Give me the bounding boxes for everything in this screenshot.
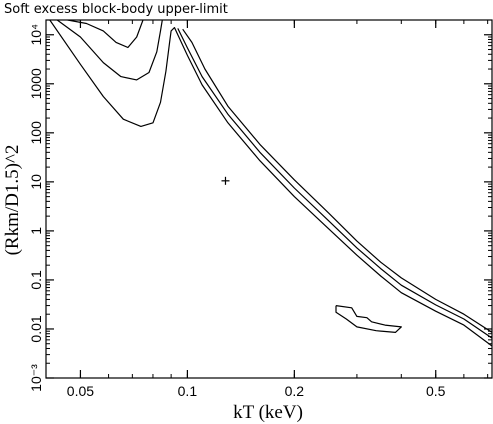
y-axis: 10⁻³ 0.01 0.1 1 10 100 1000 10⁴	[28, 19, 492, 392]
y-tick-label: 10⁴	[28, 24, 44, 46]
y-tick-label: 10⁻³	[28, 364, 44, 392]
contour-inner-line	[67, 20, 144, 49]
x-tick-label: 0.5	[426, 383, 446, 399]
contour-middle-tail-line	[177, 28, 492, 339]
best-fit-group	[221, 176, 230, 185]
x-axis-label: kT (keV)	[233, 402, 303, 423]
contour-island-line	[335, 305, 402, 333]
plot-frame	[45, 19, 493, 379]
y-tick-label: 10	[28, 174, 44, 190]
contour-middle-line	[56, 20, 163, 81]
x-tick-label: 0.1	[178, 383, 198, 399]
y-tick-label: 1	[28, 227, 44, 235]
chart-title: Soft excess block-body upper-limit	[4, 2, 228, 17]
contour-outer-line	[49, 20, 492, 347]
y-tick-label: 100	[28, 121, 44, 145]
y-tick-label: 1000	[28, 68, 44, 99]
x-axis: 0.05 0.1 0.2 0.5	[45, 20, 489, 399]
y-axis-label: (Rkm/D1.5)^2	[2, 145, 23, 256]
contour-group	[49, 20, 492, 347]
y-tick-label: 0.1	[28, 270, 44, 290]
contour-inner-tail-line	[182, 28, 492, 333]
x-tick-label: 0.05	[67, 383, 94, 399]
x-tick-label: 0.2	[285, 383, 305, 399]
y-tick-label: 0.01	[28, 315, 44, 342]
